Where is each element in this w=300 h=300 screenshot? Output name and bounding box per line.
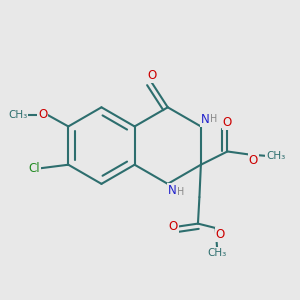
Text: CH₃: CH₃ xyxy=(266,151,286,161)
Text: H: H xyxy=(177,187,184,197)
Text: O: O xyxy=(147,69,156,82)
Text: O: O xyxy=(216,228,225,241)
Text: O: O xyxy=(38,108,47,121)
Text: CH₃: CH₃ xyxy=(8,110,27,120)
Text: CH₃: CH₃ xyxy=(208,248,227,258)
Text: O: O xyxy=(223,116,232,129)
Text: O: O xyxy=(169,220,178,233)
Text: N: N xyxy=(168,184,176,197)
Text: O: O xyxy=(249,154,258,167)
Text: Cl: Cl xyxy=(29,162,40,175)
Text: N: N xyxy=(201,113,210,126)
Text: H: H xyxy=(210,114,217,124)
